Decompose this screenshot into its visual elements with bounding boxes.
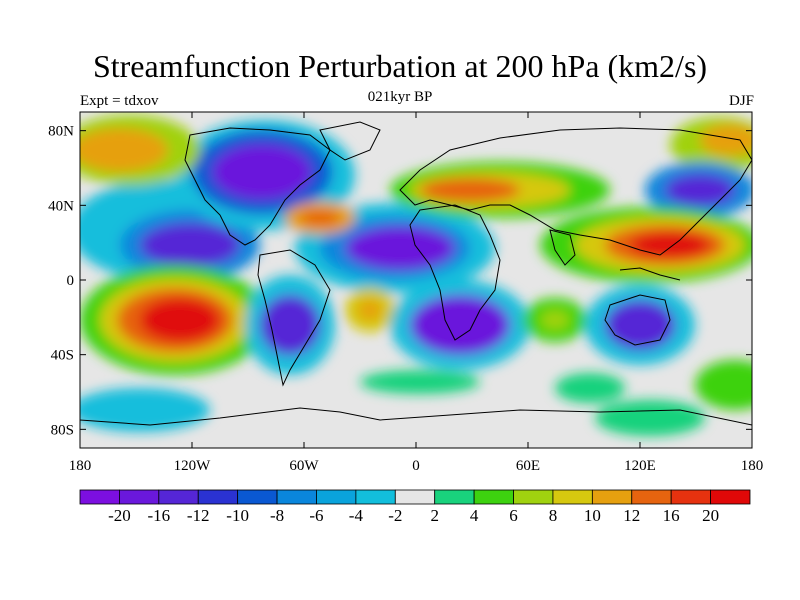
lon-tick-label: 120W	[174, 458, 212, 474]
lat-tick-label: 80N	[48, 124, 74, 140]
colorbar-label: -8	[270, 506, 284, 525]
colorbar-box	[434, 489, 475, 505]
colorbar-label: 10	[584, 506, 601, 525]
colorbar-box	[710, 489, 751, 505]
colorbar-box	[237, 489, 278, 505]
colorbar-label: -12	[187, 506, 210, 525]
colorbar-label: -2	[388, 506, 402, 525]
lat-tick-label: 40N	[48, 198, 74, 214]
colorbar-box	[591, 489, 633, 505]
lon-tick-label: 180	[69, 458, 92, 474]
colorbar-label: 16	[663, 506, 680, 525]
colorbar-box	[197, 489, 239, 505]
colorbar-box	[119, 489, 160, 505]
colorbar-label: 4	[470, 506, 479, 525]
colorbar-box	[670, 489, 711, 505]
colorbar-box	[316, 489, 357, 505]
colorbar-label: -10	[226, 506, 249, 525]
colorbar-box	[276, 489, 317, 505]
lon-tick-label: 120E	[624, 458, 656, 474]
colorbar-label: 2	[430, 506, 439, 525]
season-label: DJF	[728, 93, 754, 109]
colorbar-label: 6	[509, 506, 518, 525]
colorbar-label: -4	[349, 506, 364, 525]
latitude-axis: 80N 40N 0 40S 80S	[48, 124, 752, 438]
coastlines	[80, 121, 752, 426]
colorbar: -20 -16 -12 -10 -8 -6 -4 -2 2 4 6 8 10 12 16 20	[79, 489, 751, 525]
colorbar-box	[513, 489, 554, 505]
colorbar-box	[79, 489, 120, 505]
lon-tick-label: 0	[412, 458, 420, 474]
plot-title: Streamfunction Perturbation at 200 hPa (…	[92, 48, 708, 84]
colorbar-label: -20	[108, 506, 131, 525]
streamfunction-field	[80, 112, 752, 448]
colorbar-label: 12	[623, 506, 640, 525]
lat-tick-label: 0	[67, 273, 75, 289]
lat-tick-label: 80S	[51, 422, 74, 438]
experiment-label: Expt = tdxov	[80, 93, 159, 109]
colorbar-box	[158, 489, 199, 505]
lat-tick-label: 40S	[51, 348, 74, 364]
lon-tick-label: 180	[741, 458, 764, 474]
lon-tick-label: 60W	[289, 458, 319, 474]
colorbar-box	[631, 489, 672, 505]
colorbar-label: 8	[549, 506, 558, 525]
colorbar-label: -16	[147, 506, 170, 525]
period-label: 021kyr BP	[367, 89, 433, 105]
colorbar-box	[473, 489, 514, 505]
lon-tick-label: 60E	[516, 458, 540, 474]
colorbar-box	[552, 489, 593, 505]
colorbar-label: 20	[702, 506, 719, 525]
longitude-axis: 180 120W 60W 0 60E 120E 180	[69, 112, 764, 474]
colorbar-label: -6	[309, 506, 323, 525]
colorbar-box	[394, 489, 436, 505]
colorbar-box	[355, 489, 396, 505]
